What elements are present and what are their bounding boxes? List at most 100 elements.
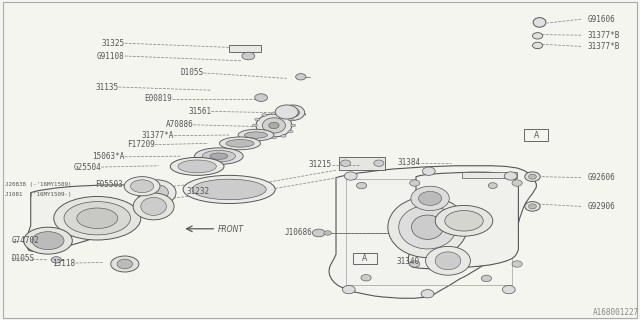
Ellipse shape	[282, 105, 305, 120]
Ellipse shape	[344, 172, 357, 180]
Ellipse shape	[410, 261, 420, 267]
Ellipse shape	[481, 275, 492, 282]
Text: 31232: 31232	[187, 187, 210, 196]
Text: 31377*B: 31377*B	[588, 31, 620, 40]
Text: 15063*A: 15063*A	[92, 152, 125, 161]
Ellipse shape	[269, 122, 279, 129]
Ellipse shape	[183, 175, 275, 204]
Text: 31377*A: 31377*A	[141, 131, 174, 140]
Ellipse shape	[312, 229, 325, 237]
Text: A: A	[362, 254, 367, 263]
Ellipse shape	[262, 118, 285, 133]
Ellipse shape	[271, 136, 276, 139]
Ellipse shape	[138, 180, 176, 205]
Ellipse shape	[512, 180, 522, 186]
Text: 31215: 31215	[308, 160, 332, 169]
Ellipse shape	[412, 215, 444, 239]
Ellipse shape	[244, 132, 268, 138]
Ellipse shape	[388, 197, 467, 258]
Ellipse shape	[262, 114, 267, 116]
Ellipse shape	[170, 157, 224, 175]
Text: 31377*B: 31377*B	[588, 42, 620, 51]
Text: F05503: F05503	[95, 180, 122, 189]
Ellipse shape	[271, 112, 276, 115]
Ellipse shape	[281, 114, 286, 116]
Ellipse shape	[421, 290, 434, 298]
Ellipse shape	[32, 232, 64, 250]
Ellipse shape	[210, 153, 228, 159]
Ellipse shape	[178, 160, 216, 173]
Ellipse shape	[532, 33, 543, 39]
Ellipse shape	[422, 167, 435, 175]
Ellipse shape	[77, 208, 118, 228]
Polygon shape	[339, 157, 385, 170]
Ellipse shape	[525, 202, 540, 211]
Ellipse shape	[262, 135, 267, 137]
Polygon shape	[229, 45, 261, 52]
Ellipse shape	[445, 211, 483, 231]
Ellipse shape	[356, 182, 367, 189]
Ellipse shape	[529, 204, 536, 209]
Text: 31561: 31561	[188, 107, 211, 116]
Ellipse shape	[281, 135, 286, 137]
Ellipse shape	[504, 172, 517, 180]
Ellipse shape	[255, 118, 260, 121]
Ellipse shape	[111, 256, 139, 272]
Ellipse shape	[525, 172, 540, 181]
Text: D105S: D105S	[12, 254, 35, 263]
Ellipse shape	[324, 231, 332, 235]
Ellipse shape	[361, 275, 371, 281]
Ellipse shape	[435, 205, 493, 236]
Text: 13118: 13118	[52, 259, 76, 268]
Ellipse shape	[296, 74, 306, 80]
Ellipse shape	[275, 105, 298, 119]
Text: D105S: D105S	[180, 68, 204, 77]
Ellipse shape	[256, 114, 292, 137]
Text: G92606: G92606	[588, 173, 615, 182]
Text: F17209: F17209	[127, 140, 155, 149]
Ellipse shape	[288, 118, 293, 121]
Ellipse shape	[419, 191, 442, 205]
Ellipse shape	[512, 261, 522, 267]
Ellipse shape	[291, 124, 296, 127]
Text: FRONT: FRONT	[218, 225, 244, 234]
Ellipse shape	[288, 130, 293, 133]
Text: G91606: G91606	[588, 15, 615, 24]
Text: 31325: 31325	[102, 39, 125, 48]
Ellipse shape	[54, 196, 141, 240]
Polygon shape	[462, 172, 517, 178]
Ellipse shape	[399, 205, 456, 249]
Ellipse shape	[255, 130, 260, 133]
Ellipse shape	[220, 137, 260, 150]
Ellipse shape	[374, 160, 384, 166]
Ellipse shape	[410, 180, 420, 186]
Polygon shape	[408, 172, 518, 269]
Polygon shape	[329, 166, 536, 298]
Text: J1081  ('16MY1509-): J1081 ('16MY1509-)	[5, 192, 72, 197]
Ellipse shape	[242, 52, 255, 60]
Ellipse shape	[192, 179, 266, 200]
Text: G25504: G25504	[74, 163, 101, 172]
Ellipse shape	[131, 180, 154, 193]
Text: 31135: 31135	[95, 83, 118, 92]
Text: J10686: J10686	[285, 228, 312, 237]
Ellipse shape	[195, 148, 243, 164]
Ellipse shape	[287, 108, 300, 117]
Ellipse shape	[426, 246, 470, 275]
Ellipse shape	[124, 177, 160, 196]
Ellipse shape	[533, 18, 546, 27]
Ellipse shape	[435, 252, 461, 270]
Text: E00819: E00819	[144, 94, 172, 103]
Ellipse shape	[252, 124, 257, 127]
Text: A: A	[534, 131, 539, 140]
Ellipse shape	[529, 174, 536, 179]
Ellipse shape	[141, 197, 166, 215]
Ellipse shape	[51, 257, 61, 263]
Ellipse shape	[24, 227, 72, 254]
Text: 31340: 31340	[396, 257, 419, 266]
Text: A70886: A70886	[166, 120, 193, 129]
Ellipse shape	[202, 150, 236, 162]
Text: J20838 (-'16MY1509): J20838 (-'16MY1509)	[5, 182, 72, 188]
Text: G91108: G91108	[97, 52, 125, 60]
Text: G92906: G92906	[588, 202, 615, 211]
